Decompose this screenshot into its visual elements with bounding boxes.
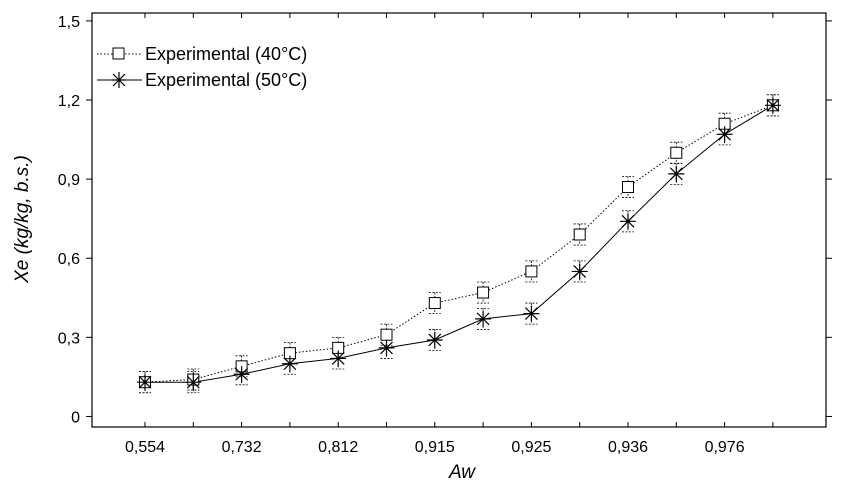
series-lines xyxy=(144,104,774,383)
data-point-asterisk xyxy=(620,213,636,230)
x-axis-label: Aw xyxy=(448,462,476,483)
x-tick-label: 0,976 xyxy=(705,439,745,456)
data-point-asterisk xyxy=(523,305,540,322)
legend-marker-40c xyxy=(112,47,125,60)
data-point-asterisk xyxy=(475,310,492,327)
legend-item-50c: Experimental (50°C) xyxy=(97,70,307,90)
data-point-asterisk xyxy=(137,374,153,391)
data-point-square xyxy=(573,228,586,241)
legend-item-40c: Experimental (40°C) xyxy=(97,44,307,64)
data-point-square xyxy=(525,265,538,278)
data-point-square xyxy=(428,297,441,310)
y-tick-label: 0,6 xyxy=(58,251,80,268)
x-tick-label: 0,732 xyxy=(222,439,262,456)
data-point-square xyxy=(622,181,634,194)
x-tick-label: 0,915 xyxy=(415,439,455,456)
y-tick-label: 1,5 xyxy=(58,14,80,31)
legend-marker-50c xyxy=(112,72,126,88)
data-point-asterisk xyxy=(233,366,250,383)
x-tick-label: 0,925 xyxy=(511,439,551,456)
y-tick-label: 1,2 xyxy=(58,93,80,110)
x-tick-label: 0,812 xyxy=(318,439,358,456)
y-axis-label: Xe (kg/kg, b.s.) xyxy=(12,155,33,284)
data-point-square xyxy=(670,146,683,159)
data-point-asterisk xyxy=(764,97,781,114)
data-point-asterisk xyxy=(716,126,733,143)
error-bars xyxy=(139,94,779,394)
series-markers xyxy=(137,97,781,391)
legend-label-50c: Experimental (50°C) xyxy=(145,70,307,90)
data-point-asterisk xyxy=(378,339,395,356)
data-point-asterisk xyxy=(185,374,202,391)
legend: Experimental (40°C) Experimental (50°C) xyxy=(97,44,307,90)
x-tick-label: 0,554 xyxy=(125,439,165,456)
y-tick-label: 0,9 xyxy=(58,172,80,189)
data-point-asterisk xyxy=(571,263,588,280)
legend-label-40c: Experimental (40°C) xyxy=(145,44,307,64)
y-tick-label: 0,3 xyxy=(58,330,80,347)
data-point-square xyxy=(380,328,393,341)
data-point-square xyxy=(477,286,490,299)
series-line xyxy=(144,104,774,383)
plot-frame xyxy=(91,12,827,428)
series-line xyxy=(145,104,774,383)
data-point-asterisk xyxy=(281,355,298,372)
x-axis-ticks: 0,554 0,732 0,812 0,915 0,925 0,936 0,976 xyxy=(125,13,774,456)
data-point-asterisk xyxy=(426,331,443,348)
x-tick-label: 0,936 xyxy=(608,439,648,456)
data-point-asterisk xyxy=(330,350,347,367)
y-axis-ticks: 0 0,3 0,6 0,9 1,2 1,5 xyxy=(58,14,832,426)
data-point-asterisk xyxy=(668,165,685,182)
y-tick-label: 0 xyxy=(71,409,80,426)
